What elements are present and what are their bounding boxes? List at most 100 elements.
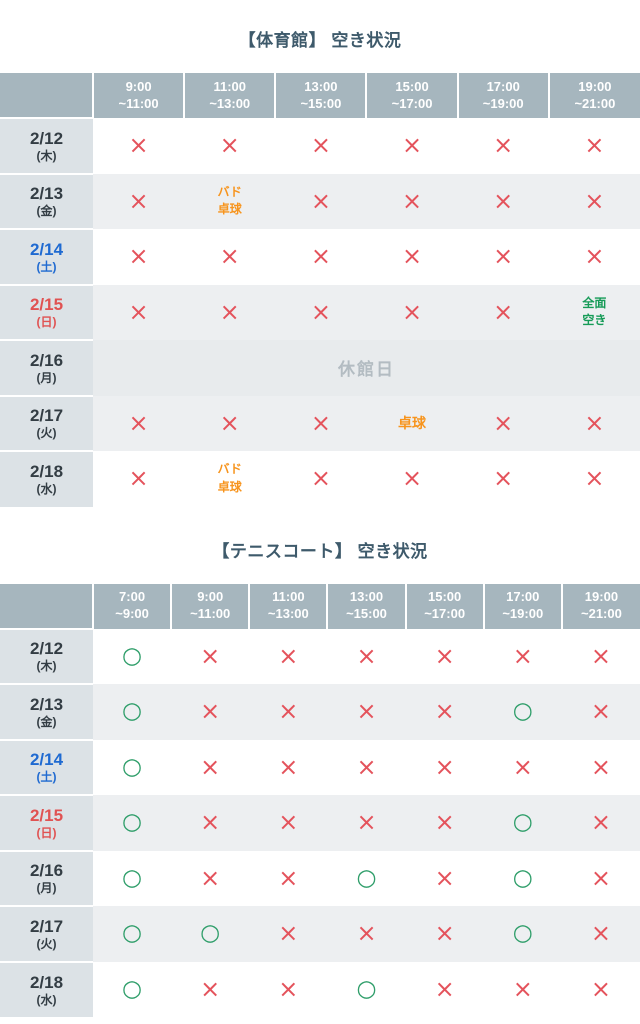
unavailable-icon: ×	[434, 697, 455, 726]
table-row: 2/14 (土) × × × × × ×	[0, 228, 640, 285]
unavailable-icon: ×	[493, 408, 514, 437]
unavailable-icon: ×	[356, 697, 377, 726]
availability-cell: ×	[184, 118, 276, 174]
available-icon: ○	[122, 753, 143, 780]
available-icon: ○	[512, 698, 533, 725]
table-row: 2/16 (月) 休館日	[0, 339, 640, 396]
table-row: 2/12 (木) ○ × × × × × ×	[0, 627, 640, 684]
day-of-week-label: (木)	[36, 659, 57, 674]
availability-cell: ×	[249, 850, 328, 906]
availability-cell: ×	[405, 795, 484, 851]
availability-cell: ×	[171, 628, 250, 684]
availability-cell: ×	[405, 739, 484, 795]
unavailable-icon: ×	[310, 242, 331, 271]
unavailable-icon: ×	[128, 131, 149, 160]
unavailable-icon: ×	[128, 464, 149, 493]
table-body: 2/12 (木) × × × × × × 2/13 (金) × バド 卓球 × × × × 2/14 (土) × × × ×…	[0, 117, 640, 507]
unavailable-icon: ×	[278, 808, 299, 837]
availability-cell: ×	[93, 118, 185, 174]
availability-cell: ×	[366, 118, 458, 174]
availability-cell: ○	[93, 739, 172, 795]
availability-cell: バド 卓球	[184, 451, 276, 507]
availability-cell: ×	[249, 906, 328, 962]
table-row: 2/13 (金) × バド 卓球 × × × ×	[0, 172, 640, 229]
time-slot-end: ~15:00	[300, 95, 342, 111]
availability-cell: ×	[184, 284, 276, 340]
availability-cell: ×	[249, 628, 328, 684]
date-cell: 2/16 (月)	[0, 339, 93, 396]
date-label: 2/18	[29, 972, 64, 992]
time-slot-header: 11:00 ~13:00	[183, 73, 276, 118]
unavailable-icon: ×	[434, 752, 455, 781]
availability-cell: ×	[93, 173, 185, 229]
availability-cell: ×	[457, 173, 549, 229]
available-icon: ○	[122, 864, 143, 891]
date-label: 2/15	[29, 295, 64, 315]
availability-cell: ×	[483, 961, 562, 1017]
date-label: 2/15	[29, 805, 64, 825]
unavailable-icon: ×	[278, 697, 299, 726]
unavailable-icon: ×	[493, 242, 514, 271]
header-row: 9:00 ~11:00 11:00 ~13:00 13:00 ~15:00 15:00 ~17…	[0, 73, 640, 118]
table-row: 2/13 (金) ○ × × × × ○ ×	[0, 683, 640, 740]
unavailable-icon: ×	[200, 808, 221, 837]
date-label: 2/17	[29, 916, 64, 936]
availability-cell: ×	[93, 451, 185, 507]
available-icon: ○	[512, 920, 533, 947]
availability-cell: ×	[93, 395, 185, 451]
time-slot-start: 11:00	[272, 589, 305, 605]
time-slot-start: 11:00	[213, 78, 246, 94]
availability-cell: ○	[93, 906, 172, 962]
availability-cell: ×	[275, 395, 367, 451]
corner-cell	[0, 583, 93, 629]
time-slot-end: ~21:00	[581, 606, 622, 621]
date-cell: 2/12 (木)	[0, 627, 93, 684]
date-label: 2/14	[29, 239, 64, 259]
date-label: 2/17	[29, 406, 64, 426]
availability-cell: ×	[548, 173, 640, 229]
unavailable-icon: ×	[434, 919, 455, 948]
availability-cell: ×	[184, 229, 276, 285]
unavailable-icon: ×	[401, 131, 423, 160]
unavailable-icon: ×	[493, 464, 514, 493]
availability-cell: ×	[327, 628, 406, 684]
availability-cell: ×	[366, 229, 458, 285]
day-of-week-label: (木)	[36, 148, 57, 163]
table-row: 2/14 (土) ○ × × × × × ×	[0, 738, 640, 795]
date-cell: 2/15 (日)	[0, 283, 93, 340]
unavailable-icon: ×	[584, 464, 605, 493]
available-icon: ○	[122, 920, 143, 947]
availability-cell: ×	[457, 284, 549, 340]
unavailable-icon: ×	[356, 808, 377, 837]
table-header: 9:00 ~11:00 11:00 ~13:00 13:00 ~15:00 15:00 ~17…	[0, 73, 640, 118]
date-label: 2/12	[29, 639, 64, 659]
closed-day-label: 休館日	[338, 360, 395, 380]
event-label: 卓球	[217, 479, 242, 494]
unavailable-icon: ×	[219, 408, 240, 437]
day-of-week-label: (金)	[36, 714, 57, 729]
unavailable-icon: ×	[590, 919, 611, 948]
availability-cell: ×	[327, 795, 406, 851]
time-slot-end: ~19:00	[502, 606, 544, 621]
availability-cell: バド 卓球	[184, 173, 276, 229]
time-slot-start: 17:00	[486, 78, 520, 94]
time-slot-start: 19:00	[584, 589, 619, 605]
gym-availability-section: 【体育館】 空き状況 9:00 ~11:00 11:00 ~13:00 13:00 ~15…	[0, 0, 640, 507]
time-slot-end: ~9:00	[115, 606, 149, 621]
date-cell: 2/13 (金)	[0, 683, 93, 740]
date-label: 2/13	[29, 184, 64, 204]
availability-cell: ○	[171, 906, 250, 962]
unavailable-icon: ×	[310, 186, 331, 215]
unavailable-icon: ×	[590, 808, 611, 837]
time-slot-start: 19:00	[578, 78, 612, 94]
availability-cell: ×	[327, 739, 406, 795]
availability-cell: ×	[405, 684, 484, 740]
date-cell: 2/13 (金)	[0, 172, 93, 229]
date-label: 2/13	[29, 694, 64, 714]
unavailable-icon: ×	[401, 242, 423, 271]
availability-cell: ×	[249, 961, 328, 1017]
availability-cell: ○	[483, 906, 562, 962]
date-label: 2/14	[29, 750, 64, 770]
unavailable-icon: ×	[434, 641, 455, 670]
